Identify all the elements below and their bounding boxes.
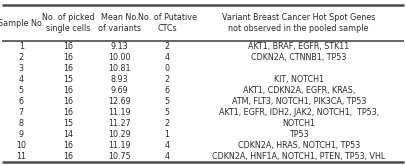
Text: 8: 8 (19, 119, 24, 128)
Text: 1: 1 (164, 130, 170, 139)
Text: 6: 6 (164, 86, 170, 95)
Text: KIT, NOTCH1: KIT, NOTCH1 (274, 75, 324, 84)
Text: 14: 14 (63, 130, 73, 139)
Text: 9: 9 (19, 130, 24, 139)
Text: 11.19: 11.19 (108, 108, 131, 117)
Text: No. of picked
single cells: No. of picked single cells (42, 13, 94, 33)
Text: 10: 10 (16, 141, 26, 150)
Text: 5: 5 (19, 86, 24, 95)
Text: Sample No.: Sample No. (0, 19, 45, 28)
Text: 12.69: 12.69 (108, 97, 131, 106)
Text: 4: 4 (164, 152, 170, 161)
Text: Variant Breast Cancer Hot Spot Genes
not observed in the pooled sample: Variant Breast Cancer Hot Spot Genes not… (222, 13, 375, 33)
Text: 4: 4 (164, 53, 170, 62)
Text: 16: 16 (63, 42, 73, 51)
Text: 16: 16 (63, 141, 73, 150)
Text: 15: 15 (63, 119, 73, 128)
Text: 16: 16 (63, 86, 73, 95)
Text: ATM, FLT3, NOTCH1, PIK3CA, TP53: ATM, FLT3, NOTCH1, PIK3CA, TP53 (232, 97, 366, 106)
Text: 0: 0 (164, 64, 170, 73)
Text: 1: 1 (19, 42, 24, 51)
Text: 10.81: 10.81 (108, 64, 131, 73)
Text: CDKN2A, HRAS, NOTCH1, TP53: CDKN2A, HRAS, NOTCH1, TP53 (238, 141, 360, 150)
Text: Mean No.
of variants: Mean No. of variants (98, 13, 141, 33)
Text: 2: 2 (164, 75, 170, 84)
Text: 9.69: 9.69 (111, 86, 128, 95)
Text: AKT1, CDKN2A, EGFR, KRAS,: AKT1, CDKN2A, EGFR, KRAS, (243, 86, 355, 95)
Text: 6: 6 (19, 97, 24, 106)
Text: 8.93: 8.93 (111, 75, 128, 84)
Text: 4: 4 (164, 141, 170, 150)
Text: 10.29: 10.29 (108, 130, 131, 139)
Text: AKT1, EGFR, IDH2, JAK2, NOTCH1,  TP53,: AKT1, EGFR, IDH2, JAK2, NOTCH1, TP53, (219, 108, 379, 117)
Text: 15: 15 (63, 75, 73, 84)
Text: 16: 16 (63, 97, 73, 106)
Text: TP53: TP53 (289, 130, 309, 139)
Text: 4: 4 (19, 75, 24, 84)
Text: 11: 11 (16, 152, 26, 161)
Text: 9.13: 9.13 (111, 42, 128, 51)
Text: 11.19: 11.19 (108, 141, 131, 150)
Text: 10.75: 10.75 (108, 152, 131, 161)
Text: No. of Putative
CTCs: No. of Putative CTCs (138, 13, 196, 33)
Text: 16: 16 (63, 152, 73, 161)
Text: AKT1, BRAF, EGFR, STK11: AKT1, BRAF, EGFR, STK11 (248, 42, 349, 51)
Text: 10.00: 10.00 (108, 53, 131, 62)
Text: 7: 7 (19, 108, 24, 117)
Text: 11.27: 11.27 (108, 119, 131, 128)
Text: 3: 3 (19, 64, 24, 73)
Text: 2: 2 (164, 42, 170, 51)
Text: 16: 16 (63, 53, 73, 62)
Text: 5: 5 (164, 108, 170, 117)
Text: CDKN2A, CTNNB1, TP53: CDKN2A, CTNNB1, TP53 (251, 53, 346, 62)
Text: CDKN2A, HNF1A, NOTCH1, PTEN, TP53, VHL: CDKN2A, HNF1A, NOTCH1, PTEN, TP53, VHL (212, 152, 385, 161)
Text: 16: 16 (63, 64, 73, 73)
Text: 16: 16 (63, 108, 73, 117)
Text: NOTCH1: NOTCH1 (282, 119, 315, 128)
Text: 2: 2 (164, 119, 170, 128)
Text: 2: 2 (19, 53, 24, 62)
Text: 5: 5 (164, 97, 170, 106)
